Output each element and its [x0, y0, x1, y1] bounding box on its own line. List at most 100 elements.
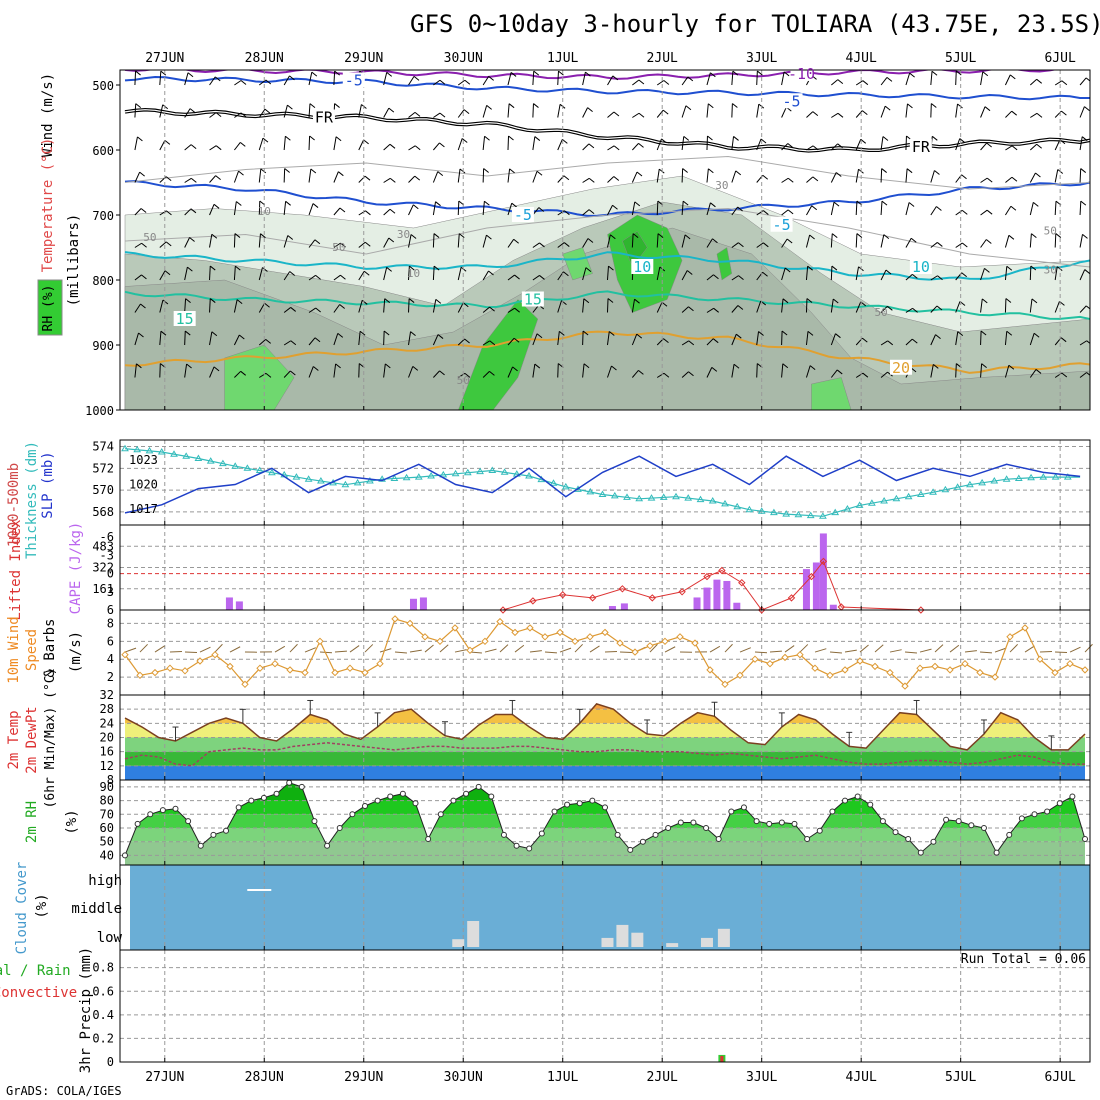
thickness-marker [561, 482, 570, 490]
rh-marker [425, 835, 432, 842]
wind-speed-marker [376, 659, 384, 668]
wind-barb-flag [1084, 269, 1090, 274]
wind-barb [432, 171, 444, 183]
wind-barb-flag [139, 171, 145, 177]
wind-barb-staff [582, 363, 585, 378]
wind-barb-staff [606, 266, 609, 281]
wind-barb [308, 366, 319, 378]
wind-barb-flag [662, 109, 669, 115]
wind-speed-marker [556, 628, 564, 637]
wind-barb-staff [656, 169, 660, 183]
wind-barb [1054, 372, 1068, 378]
wind-barb-flag [187, 266, 193, 272]
wind-barb [731, 206, 743, 216]
wind-barb-staff [731, 206, 739, 216]
wind-speed-marker [661, 637, 669, 646]
wind-barb-flag [260, 168, 267, 174]
wind-barb-staff [532, 103, 534, 118]
wind-barb-flag [738, 242, 744, 248]
x-tick-label-top: 29JUN [344, 51, 383, 66]
wind-barb-flag [514, 307, 520, 313]
x-tick-label-top: 28JUN [245, 51, 284, 66]
wind-barb [532, 275, 545, 281]
rh-marker [412, 800, 419, 807]
precip-tick-label: 0.2 [92, 1031, 114, 1045]
wind-barb [855, 372, 869, 378]
wind-barb [457, 79, 471, 86]
wind-barb-flag [811, 205, 818, 211]
wind-barb-staff [134, 332, 139, 346]
precip-side-label-units: 3hr Precip (mm) [78, 947, 94, 1073]
wind-barb-flag [335, 363, 341, 369]
thickness-marker [1063, 473, 1072, 480]
wind-barb [631, 333, 643, 346]
wind-barb [880, 136, 889, 151]
isotherm--10 [124, 70, 1058, 80]
x-tick-label-bottom: 2JUL [647, 1070, 678, 1085]
wind-barb-staff [905, 72, 911, 86]
wind-barb [408, 366, 419, 378]
wind-speed-marker [1006, 633, 1014, 641]
rh-marker [804, 835, 811, 842]
wind-barb-staff [656, 138, 662, 151]
slp-tick-label: 1023 [129, 453, 158, 467]
wind-barb-staff [607, 176, 615, 183]
wind-barb-flag [439, 370, 445, 376]
isotherm-label: 10 [633, 258, 651, 276]
wind-barb-staff [432, 299, 437, 313]
wind-speed-marker [406, 619, 414, 628]
thickness-marker [145, 446, 154, 454]
wind-barb [980, 267, 990, 281]
wind-barb-staff [781, 363, 784, 378]
x-tick-label-top: 27JUN [145, 51, 184, 66]
wind-barb [1004, 265, 1013, 281]
wind-barb [159, 299, 169, 313]
wind-barb-staff [482, 340, 491, 346]
wind-barb-staff [433, 112, 441, 118]
dewpt-side-label: 2m DewPt [24, 706, 40, 773]
cloud-side-label: Cloud Cover [14, 862, 30, 955]
wind-barb [1029, 78, 1043, 86]
wind-barb [408, 298, 415, 313]
wind-barb-flag [663, 80, 670, 85]
wind-barb [781, 143, 794, 151]
rh-side-label-units: (%) [64, 809, 80, 834]
surface-wind-barb [229, 646, 241, 653]
wind-barb-staff [880, 269, 887, 281]
wind-speed-marker [121, 650, 129, 659]
wind-barb-flag [289, 75, 295, 81]
panel-bg-thick [120, 440, 1090, 525]
wind-barb-staff [134, 136, 138, 151]
wind-barb-staff [134, 171, 141, 183]
wind-barb [358, 139, 369, 151]
wind-barb [930, 242, 943, 248]
wind-barb [383, 208, 396, 216]
surface-wind-barb [709, 645, 721, 653]
wind-barb [706, 338, 719, 346]
rh-marker [121, 852, 128, 859]
wind-barb-staff [681, 136, 685, 151]
wind-barb-staff [980, 331, 982, 346]
wind-barb-staff [1030, 112, 1038, 118]
rh-marker [273, 790, 280, 797]
wind-barb [980, 363, 987, 378]
wind-barb-flag [464, 372, 471, 378]
wind-barb-flag [309, 135, 315, 141]
wind-barb [308, 239, 321, 248]
wind-barb-flag [1035, 172, 1041, 178]
cape-bar [235, 601, 243, 610]
wind-barb-staff [283, 307, 291, 313]
upper-air-fills [124, 70, 1090, 410]
temp-tick-label: 8 [107, 773, 114, 787]
wind-barb-staff [482, 76, 490, 86]
wind-barb [756, 331, 764, 346]
wind-speed-marker [196, 657, 204, 665]
wind-barb-flag [961, 174, 967, 180]
wind-barb-staff [408, 175, 416, 183]
wind-speed-marker [151, 668, 159, 677]
wind-barb-staff [283, 370, 291, 378]
wind-barb-flag [389, 208, 396, 214]
wind-barb [1079, 305, 1090, 313]
wind-barb [830, 265, 838, 281]
rh-marker [437, 811, 444, 818]
